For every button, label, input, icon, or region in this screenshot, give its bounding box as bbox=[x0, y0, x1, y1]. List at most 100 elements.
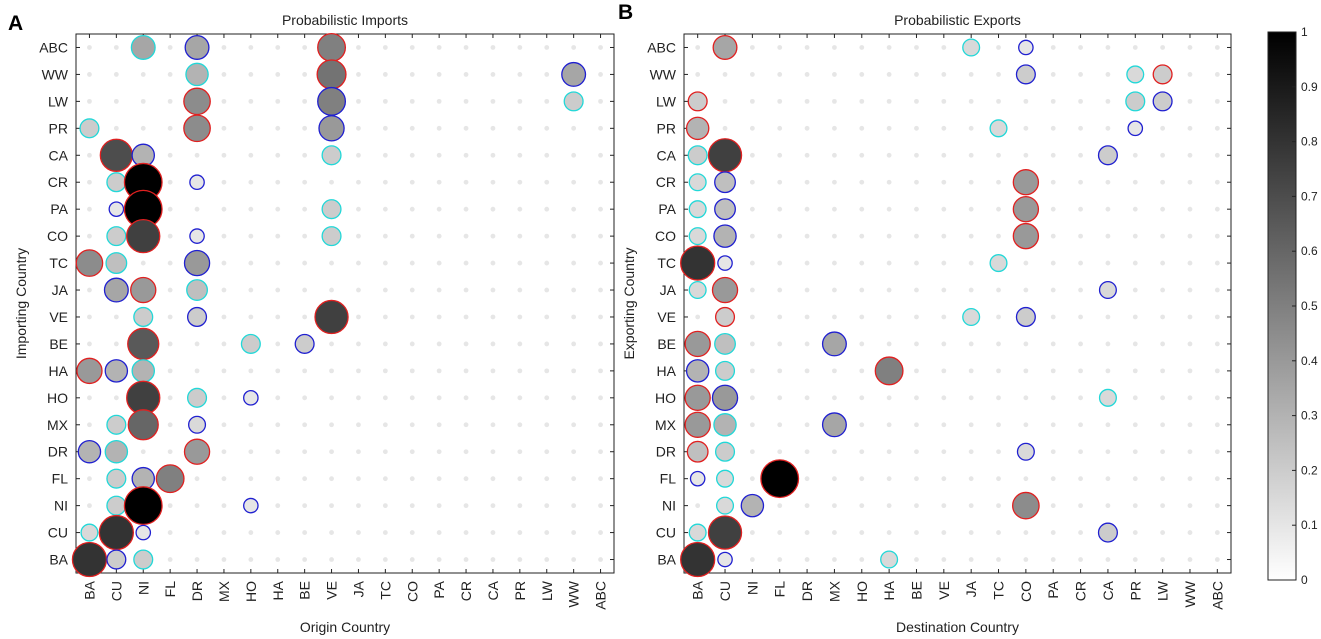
baseline-dot bbox=[1050, 395, 1056, 401]
baseline-dot bbox=[382, 125, 388, 131]
baseline-dot bbox=[859, 260, 865, 266]
baseline-dot bbox=[1078, 260, 1083, 266]
baseline-dot bbox=[167, 98, 173, 104]
baseline-dot bbox=[356, 125, 361, 131]
colorbar-tick-label: 0 bbox=[1301, 573, 1308, 587]
data-point bbox=[1012, 222, 1040, 250]
baseline-dot bbox=[463, 368, 469, 374]
baseline-dot bbox=[409, 422, 415, 428]
baseline-dot bbox=[1078, 503, 1083, 509]
baseline-dot bbox=[87, 72, 92, 77]
x-tick-label: TC bbox=[991, 581, 1007, 600]
baseline-dot bbox=[544, 503, 550, 509]
x-tick-label: BE bbox=[297, 581, 313, 600]
baseline-dot bbox=[544, 233, 550, 239]
data-point bbox=[321, 145, 342, 166]
baseline-dot bbox=[302, 449, 308, 455]
baseline-dot bbox=[1187, 260, 1193, 266]
baseline-dot bbox=[1050, 287, 1056, 293]
data-point bbox=[707, 515, 743, 550]
baseline-dot bbox=[1078, 368, 1083, 374]
x-tick-label: BE bbox=[908, 581, 924, 600]
baseline-dot bbox=[382, 449, 388, 455]
baseline-dot bbox=[329, 395, 334, 401]
baseline-dot bbox=[87, 314, 92, 320]
y-tick-label: DR bbox=[48, 444, 68, 460]
baseline-dot bbox=[382, 557, 388, 562]
baseline-dot bbox=[329, 476, 334, 482]
x-tick-label: VE bbox=[936, 581, 952, 600]
baseline-dot bbox=[436, 72, 442, 77]
baseline-dot bbox=[167, 395, 173, 401]
baseline-dot bbox=[87, 152, 92, 158]
baseline-dot bbox=[1187, 45, 1193, 50]
baseline-dot bbox=[1105, 557, 1111, 562]
baseline-dot bbox=[598, 530, 603, 535]
baseline-dot bbox=[832, 368, 837, 374]
data-point bbox=[989, 119, 1008, 138]
baseline-dot bbox=[695, 72, 701, 77]
data-point bbox=[711, 276, 739, 304]
baseline-dot bbox=[914, 45, 919, 50]
baseline-dot bbox=[1105, 503, 1111, 509]
baseline-dot bbox=[1050, 179, 1056, 185]
baseline-dot bbox=[248, 45, 254, 50]
baseline-dot bbox=[1132, 314, 1138, 320]
baseline-dot bbox=[996, 179, 1001, 185]
baseline-dot bbox=[490, 125, 496, 131]
baseline-dot bbox=[1050, 206, 1056, 212]
baseline-dot bbox=[275, 422, 281, 428]
baseline-dot bbox=[1078, 341, 1083, 347]
baseline-dot bbox=[517, 503, 523, 509]
baseline-dot bbox=[517, 449, 523, 455]
baseline-dot bbox=[490, 476, 496, 482]
data-point bbox=[98, 514, 135, 551]
data-point bbox=[317, 33, 347, 62]
baseline-dot bbox=[1214, 260, 1220, 266]
baseline-dot bbox=[1214, 72, 1220, 77]
data-point bbox=[104, 439, 129, 464]
baseline-dot bbox=[409, 206, 415, 212]
data-point bbox=[689, 470, 706, 487]
data-point bbox=[1097, 145, 1118, 166]
baseline-dot bbox=[302, 125, 308, 131]
baseline-dot bbox=[1132, 152, 1138, 158]
baseline-dot bbox=[996, 152, 1001, 158]
baseline-dot bbox=[886, 503, 892, 509]
baseline-dot bbox=[1078, 287, 1083, 293]
baseline-dot bbox=[1078, 449, 1083, 455]
baseline-dot bbox=[87, 476, 92, 482]
y-tick-label: LW bbox=[656, 93, 677, 109]
baseline-dot bbox=[275, 449, 281, 455]
baseline-dot bbox=[87, 98, 92, 104]
baseline-dot bbox=[1078, 179, 1083, 185]
baseline-dot bbox=[832, 98, 837, 104]
y-axis-label: Importing Country bbox=[13, 248, 29, 359]
baseline-dot bbox=[436, 422, 442, 428]
baseline-dot bbox=[544, 476, 550, 482]
baseline-dot bbox=[941, 449, 947, 455]
baseline-dot bbox=[1160, 45, 1166, 50]
x-tick-label: CU bbox=[108, 581, 124, 601]
baseline-dot bbox=[1160, 557, 1166, 562]
baseline-dot bbox=[749, 557, 755, 562]
colorbar-gradient bbox=[1267, 31, 1297, 581]
baseline-dot bbox=[248, 152, 254, 158]
baseline-dot bbox=[167, 503, 173, 509]
y-tick-label: WW bbox=[42, 66, 69, 82]
baseline-dot bbox=[167, 341, 173, 347]
baseline-dot bbox=[221, 206, 227, 212]
baseline-dot bbox=[941, 233, 947, 239]
baseline-dot bbox=[382, 206, 388, 212]
data-point bbox=[714, 198, 736, 221]
data-point bbox=[126, 218, 161, 254]
baseline-dot bbox=[832, 503, 837, 509]
baseline-dot bbox=[804, 152, 810, 158]
x-tick-label: BA bbox=[690, 580, 706, 599]
baseline-dot bbox=[490, 557, 496, 562]
baseline-dot bbox=[87, 45, 92, 50]
baseline-dot bbox=[832, 287, 837, 293]
baseline-dot bbox=[859, 98, 865, 104]
baseline-dot bbox=[996, 45, 1001, 50]
